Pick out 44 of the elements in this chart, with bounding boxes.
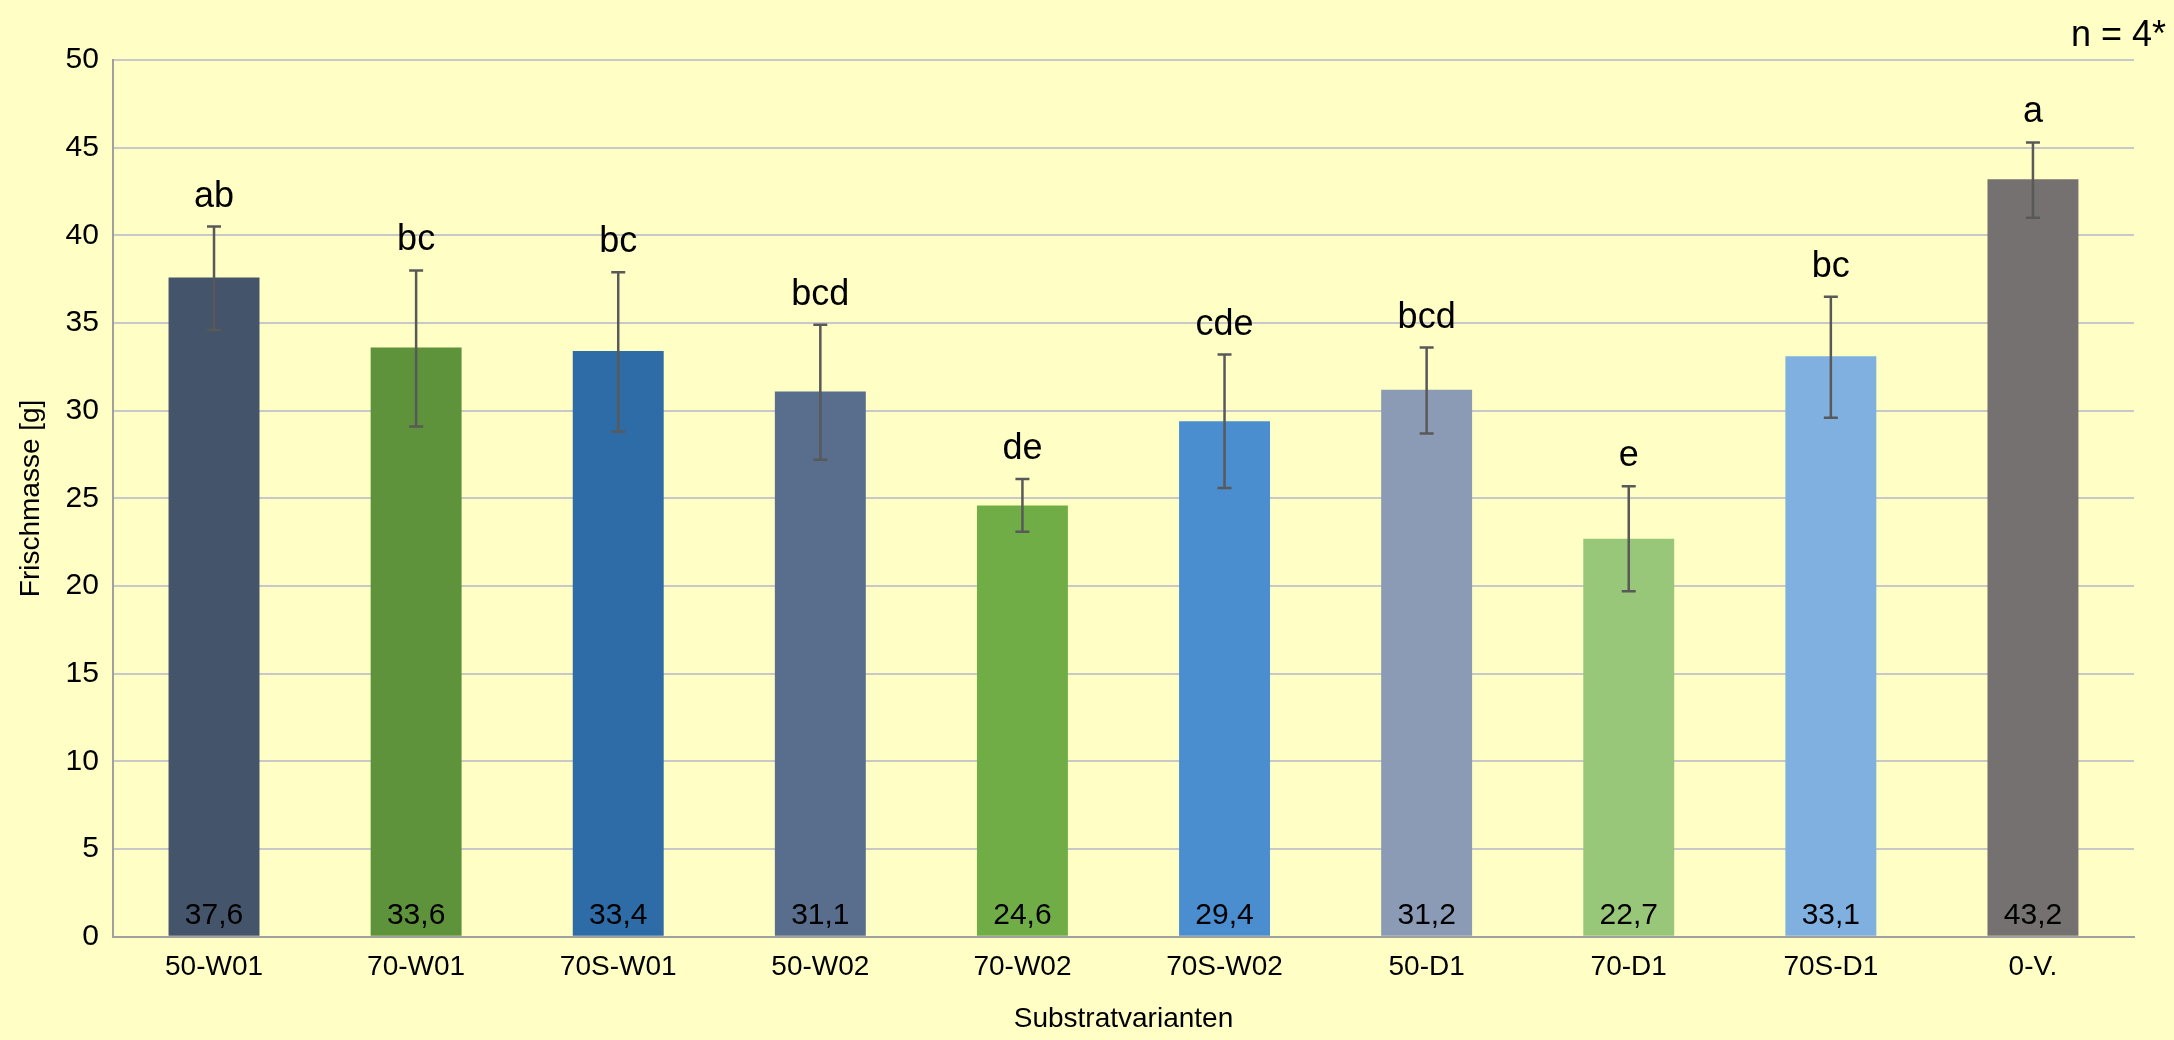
x-tick-label: 0-V. (2008, 950, 2058, 982)
annotation: a (2022, 89, 2044, 131)
annotation: ab (194, 173, 235, 215)
data-label: 24,6 (993, 897, 1052, 931)
y-tick-label: 45 (65, 128, 99, 162)
data-label: 22,7 (1599, 897, 1658, 931)
annotation: bc (1811, 243, 1850, 285)
data-label: 33,6 (386, 897, 446, 931)
x-tick-label: 70-W02 (973, 950, 1072, 982)
data-label: 33,4 (589, 897, 648, 931)
text: n = 4* (2070, 12, 2166, 54)
x-tick-label: 70S-D1 (1783, 950, 1879, 982)
x-tick-label: 50-W02 (771, 950, 870, 982)
annotation: e (1618, 433, 1639, 475)
data-label: 43,2 (2003, 897, 2063, 931)
annotation: de (1002, 426, 1043, 468)
y-tick-label: 5 (82, 830, 99, 864)
annotation: bc (397, 217, 436, 259)
y-axis-title: Frischmasse [g] (13, 399, 45, 598)
annotation: bcd (1397, 294, 1456, 336)
data-label: 29,4 (1195, 897, 1254, 931)
y-tick-label: 40 (65, 216, 99, 250)
annotation: bcd (791, 271, 850, 313)
x-tick-label: 70-D1 (1590, 950, 1667, 982)
data-label: 31,1 (791, 897, 850, 931)
x-tick-label: 50-W01 (165, 950, 264, 982)
data-label: 37,6 (184, 897, 244, 931)
data-label: 31,2 (1397, 897, 1456, 931)
annotation: bc (599, 219, 638, 261)
y-tick-label: 50 (65, 41, 99, 75)
y-tick-label: 0 (82, 918, 99, 952)
y-tick-label: 25 (65, 479, 99, 513)
y-tick-label: 30 (65, 391, 99, 425)
y-tick-label: 20 (65, 567, 99, 601)
y-tick-label: 35 (65, 304, 99, 338)
annotation: cde (1195, 301, 1254, 343)
x-tick-label: 50-D1 (1388, 950, 1465, 982)
x-tick-label: 70-W01 (367, 950, 466, 982)
x-tick-label: 70S-W01 (559, 950, 677, 982)
y-tick-label: 15 (65, 655, 99, 689)
data-label: 33,1 (1801, 897, 1861, 931)
x-axis-title: Substratvarianten (1013, 1001, 1234, 1033)
x-tick-label: 70S-W02 (1166, 950, 1283, 982)
y-tick-label: 10 (65, 742, 99, 776)
